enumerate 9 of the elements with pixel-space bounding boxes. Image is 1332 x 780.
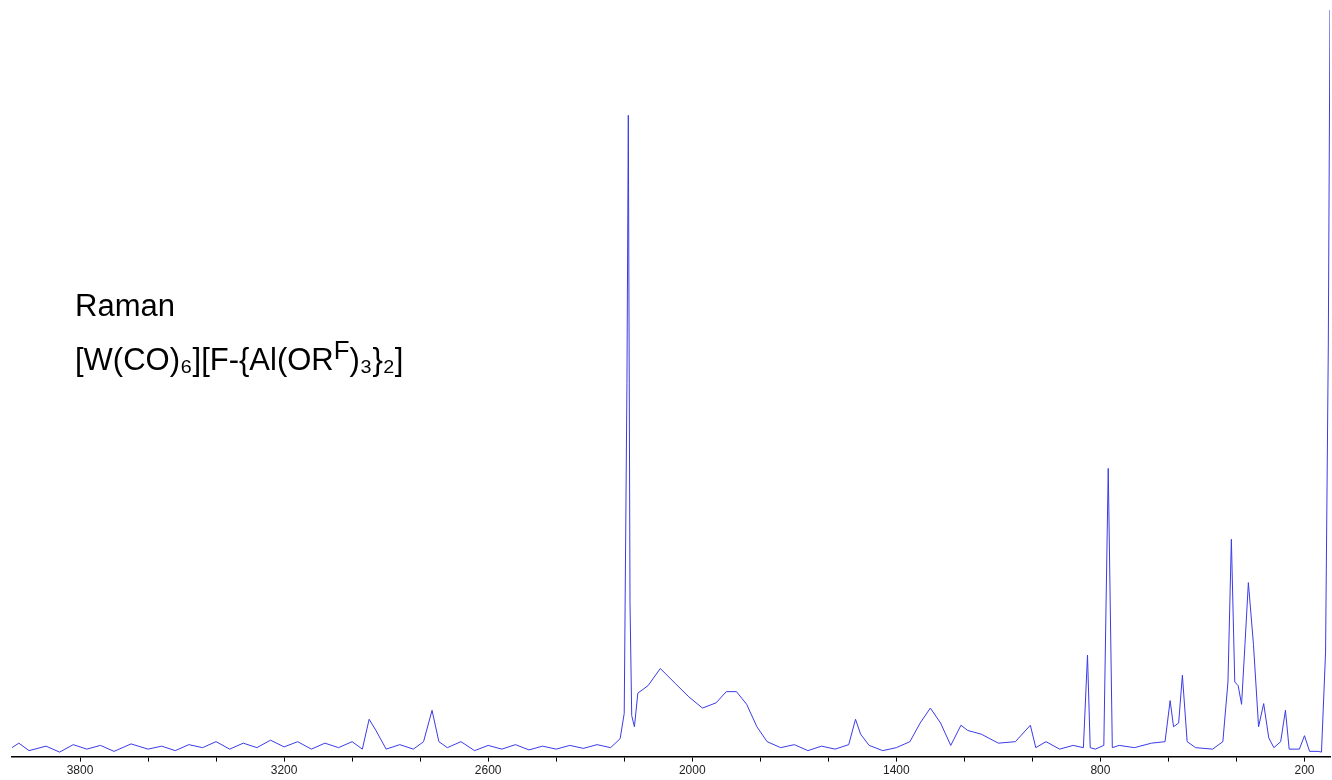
x-tick-label: 3800	[66, 763, 94, 778]
x-tick-label: 1400	[882, 763, 911, 778]
annotation: Raman	[75, 287, 176, 325]
x-tick-label: 2600	[474, 763, 502, 778]
x-tick-label: 800	[1090, 763, 1111, 778]
annotation: [W(CO)₆][F-{Al(OR$^{F}$)₃}₂]	[75, 335, 404, 380]
x-tick-label: 2000	[678, 763, 706, 778]
x-tick-label: 200	[1294, 763, 1315, 778]
x-tick-label: 3200	[270, 763, 298, 778]
